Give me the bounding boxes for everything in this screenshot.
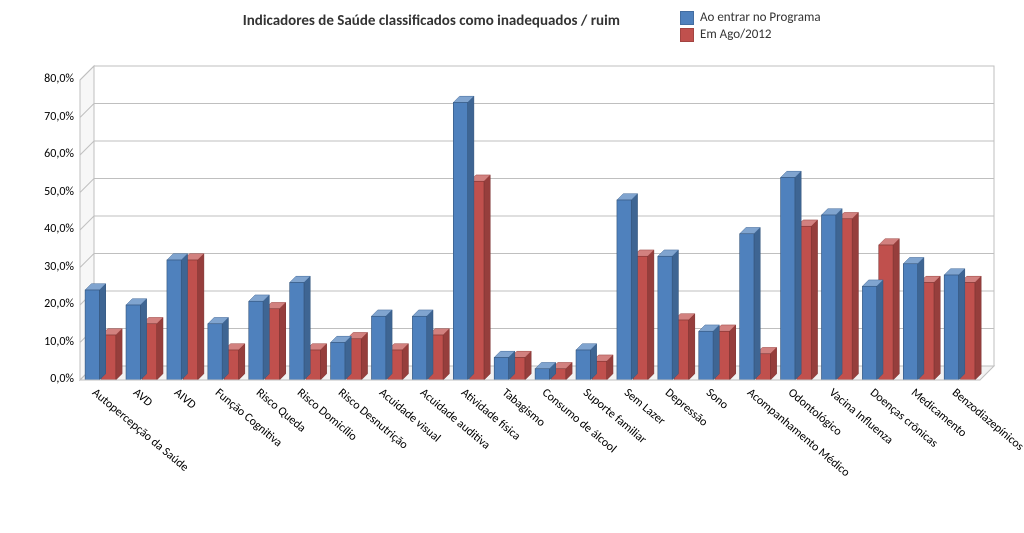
chart-plot (0, 0, 1024, 533)
y-axis-tick-label: 70,0% (24, 110, 74, 124)
y-axis-tick-label: 50,0% (24, 185, 74, 199)
y-axis-tick-label: 10,0% (24, 335, 74, 349)
y-axis-tick-label: 0,0% (24, 372, 74, 386)
y-axis-tick-label: 30,0% (24, 260, 74, 274)
y-axis-tick-label: 40,0% (24, 222, 74, 236)
y-axis-tick-label: 80,0% (24, 72, 74, 86)
y-axis-tick-label: 20,0% (24, 297, 74, 311)
y-axis-tick-label: 60,0% (24, 147, 74, 161)
